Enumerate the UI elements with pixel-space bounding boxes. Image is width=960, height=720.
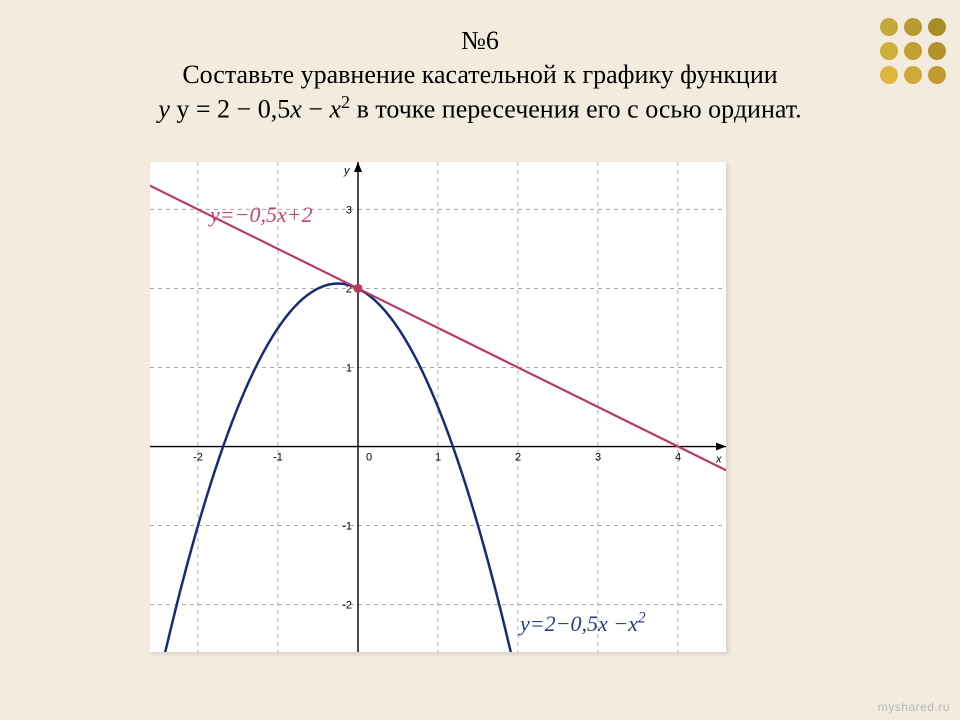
tangent-eq: y=−0,5x+2: [210, 202, 313, 227]
parabola-equation-label: y=2−0,5x −x2: [520, 610, 646, 637]
eq-x: x: [290, 95, 302, 124]
svg-text:0: 0: [366, 452, 372, 464]
problem-text-line1: Составьте уравнение касательной к график…: [0, 60, 960, 90]
dot: [928, 42, 946, 60]
svg-text:4: 4: [675, 452, 681, 464]
eq-part: y = 2: [176, 95, 236, 124]
dot: [880, 42, 898, 60]
svg-text:3: 3: [346, 204, 352, 216]
svg-text:x: x: [715, 454, 722, 466]
dot: [904, 18, 922, 36]
watermark: myshared.ru: [878, 700, 950, 714]
svg-text:2: 2: [515, 452, 521, 464]
problem-text-line2: y y = 2 − 0,5x − x2 в точке пересечения …: [0, 92, 960, 125]
dot: [928, 66, 946, 84]
chart-svg: -2-11234-2-11230xy: [150, 162, 726, 652]
eq-x2-exp: 2: [341, 92, 350, 112]
dot: [904, 42, 922, 60]
svg-text:1: 1: [435, 452, 441, 464]
eq-part: 0,5: [251, 95, 290, 124]
dot: [904, 66, 922, 84]
eq-x2-base: x: [329, 95, 341, 124]
eq-minus: −: [302, 95, 330, 124]
heading: №6 Составьте уравнение касательной к гра…: [0, 0, 960, 125]
svg-text:y: y: [343, 165, 351, 177]
parabola-eq: y=2−0,5x −x2: [520, 611, 646, 636]
eq-minus: −: [237, 95, 252, 124]
dot: [880, 18, 898, 36]
tangent-equation-label: y=−0,5x+2: [210, 202, 313, 228]
svg-text:3: 3: [595, 452, 601, 464]
chart: -2-11234-2-11230xy y=−0,5x+2 y=2−0,5x −x…: [150, 162, 726, 652]
dot: [880, 66, 898, 84]
svg-text:-2: -2: [193, 452, 203, 464]
problem-number: №6: [0, 26, 960, 56]
svg-text:-2: -2: [342, 600, 352, 612]
dot: [928, 18, 946, 36]
eq-y: y: [158, 95, 170, 124]
svg-text:1: 1: [346, 362, 352, 374]
svg-text:-1: -1: [273, 452, 283, 464]
svg-text:-1: -1: [342, 521, 352, 533]
eq-suffix: в точке пересечения его с осью ординат.: [350, 95, 802, 124]
decor-dots: [880, 18, 946, 84]
